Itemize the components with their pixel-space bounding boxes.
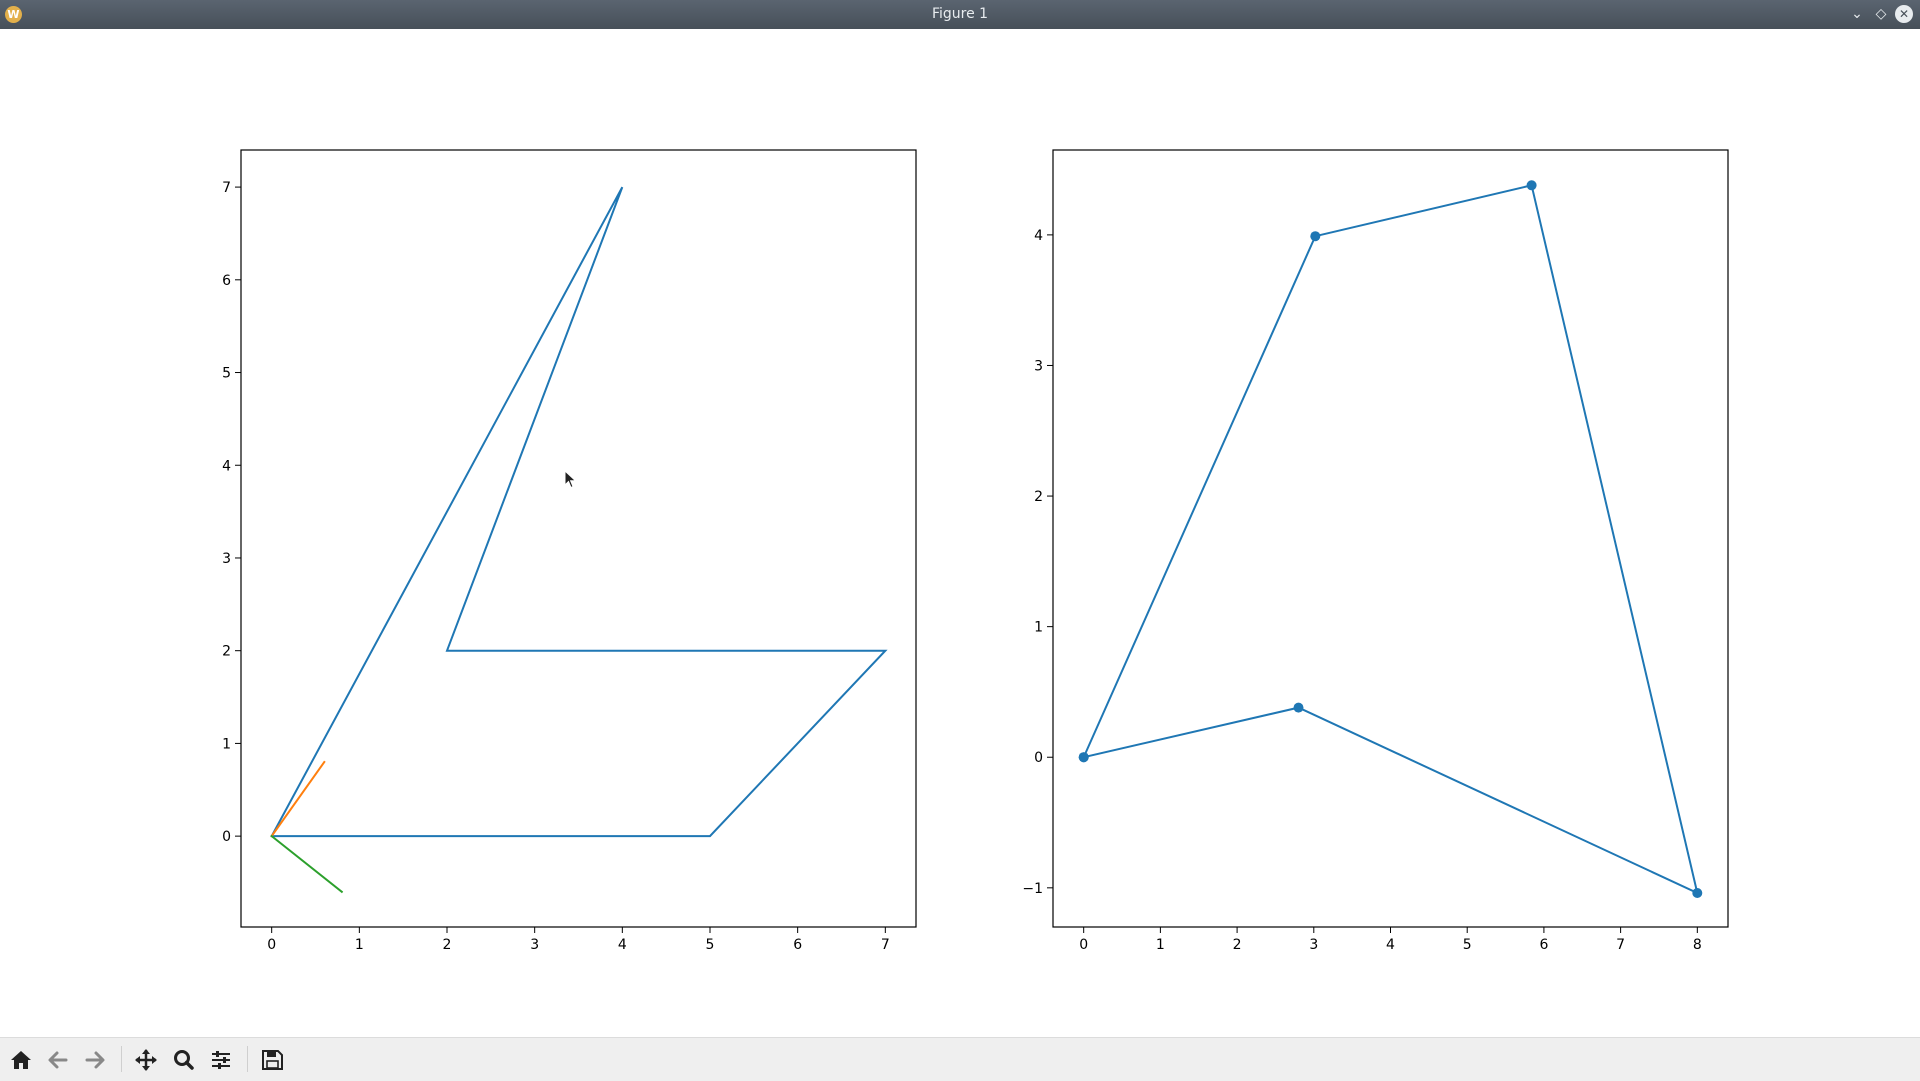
forward-button[interactable] (82, 1048, 108, 1072)
x-tick-label: 3 (1309, 937, 1318, 953)
series-line-2 (270, 760, 326, 838)
y-tick-label: 6 (222, 273, 231, 289)
data-point-2 (1293, 702, 1304, 713)
maximize-button[interactable]: ◇ (1875, 6, 1887, 22)
series-line-1 (270, 186, 888, 838)
window-titlebar[interactable]: W Figure 1 ⌄ ◇ ✕ (0, 0, 1920, 29)
subplot-2: 0 1 2 3 4 5 6 7 8 −1 0 1 2 3 4 (1022, 149, 1729, 953)
x-tick-label: 1 (1156, 937, 1165, 953)
back-button[interactable] (45, 1048, 71, 1072)
x-tick-label: 3 (530, 937, 539, 953)
toolbar-separator (247, 1046, 248, 1072)
x-tick-label: 2 (1233, 937, 1242, 953)
series-line-1 (1082, 184, 1699, 895)
y-tick-label: 2 (1034, 489, 1043, 505)
close-button[interactable]: ✕ (1895, 5, 1913, 23)
x-tick-label: 5 (1463, 937, 1472, 953)
magnifier-icon (174, 1050, 194, 1070)
data-point-6 (1078, 752, 1089, 763)
data-point-5 (1310, 231, 1321, 242)
app-icon: W (5, 6, 22, 23)
configure-subplots-button[interactable] (208, 1048, 234, 1072)
zoom-button[interactable] (171, 1048, 197, 1072)
navigation-toolbar (0, 1037, 1920, 1081)
x-tick-label: 1 (355, 937, 364, 953)
figure-svg: 0 1 2 3 4 5 6 7 0 1 2 3 4 5 6 7 0 1 2 3 4 5 6 7 8 −1 0 1 2 3 4 (222, 149, 1729, 953)
arrow-right-icon (85, 1051, 105, 1069)
series-line-3 (270, 834, 344, 894)
y-tick-label: 4 (1034, 228, 1043, 244)
sliders-icon (212, 1051, 230, 1069)
pan-button[interactable] (133, 1048, 159, 1072)
home-button[interactable] (8, 1048, 34, 1072)
axes-frame (240, 149, 917, 928)
y-tick-label: 0 (222, 829, 231, 845)
data-point-3 (1692, 888, 1703, 898)
y-tick-label: 1 (222, 736, 231, 752)
x-tick-label: 2 (443, 937, 452, 953)
y-tick-label: 1 (1034, 620, 1043, 636)
x-tick-label: 4 (618, 937, 627, 953)
floppy-disk-icon (262, 1050, 283, 1070)
data-point-4 (1526, 180, 1537, 191)
y-tick-label: 3 (1034, 358, 1043, 374)
x-tick-label: 7 (881, 937, 890, 953)
mouse-cursor-icon (564, 470, 577, 489)
figure-canvas[interactable]: 0 1 2 3 4 5 6 7 0 1 2 3 4 5 6 7 0 1 2 3 4 5 6 7 8 −1 0 1 2 3 4 (0, 29, 1920, 1037)
x-tick-label: 4 (1386, 937, 1395, 953)
x-tick-label: 6 (1539, 937, 1548, 953)
axes-frame (1052, 149, 1729, 928)
subplot-1: 0 1 2 3 4 5 6 7 0 1 2 3 4 5 6 7 (222, 149, 917, 953)
x-tick-label: 6 (793, 937, 802, 953)
x-tick-label: 8 (1693, 937, 1702, 953)
home-icon (11, 1051, 31, 1069)
y-tick-label: 0 (1034, 750, 1043, 766)
minimize-button[interactable]: ⌄ (1851, 6, 1863, 22)
x-tick-label: 0 (267, 937, 276, 953)
x-tick-label: 5 (706, 937, 715, 953)
y-tick-label: 7 (222, 180, 231, 196)
arrow-left-icon (48, 1051, 68, 1069)
x-tick-label: 7 (1616, 937, 1625, 953)
y-tick-label: 4 (222, 458, 231, 474)
y-tick-label: −1 (1022, 881, 1043, 897)
y-tick-label: 2 (222, 644, 231, 660)
y-tick-label: 3 (222, 551, 231, 567)
window-title: Figure 1 (931, 6, 989, 22)
x-tick-label: 0 (1079, 937, 1088, 953)
move-icon (135, 1049, 157, 1071)
toolbar-separator (121, 1046, 122, 1072)
y-tick-label: 5 (222, 366, 231, 382)
save-button[interactable] (259, 1048, 285, 1072)
